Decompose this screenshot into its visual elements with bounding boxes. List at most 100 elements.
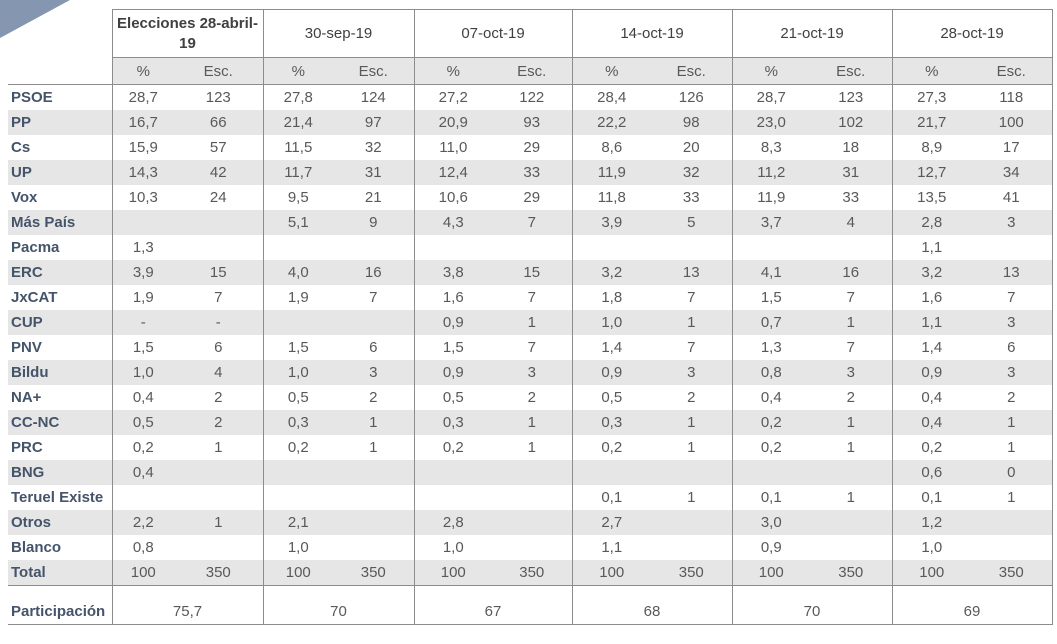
cell-pct: 1,5 bbox=[413, 335, 493, 360]
cell-pct: 5,1 bbox=[262, 210, 333, 235]
cell-seats: 20 bbox=[651, 135, 733, 160]
cell-seats: 97 bbox=[333, 110, 415, 135]
cell-pct: 0,2 bbox=[111, 435, 174, 460]
cell-seats: 57 bbox=[174, 135, 264, 160]
cell-seats: 2 bbox=[810, 385, 893, 410]
cell-pct: 27,8 bbox=[262, 84, 333, 110]
spacer-cell bbox=[891, 585, 1053, 598]
spacer-cell bbox=[413, 585, 573, 598]
spacer-row bbox=[8, 585, 1053, 598]
cell-seats: 1 bbox=[651, 435, 733, 460]
cell-seats bbox=[971, 235, 1053, 260]
cell-pct: 1,1 bbox=[891, 310, 972, 335]
cell-seats: 66 bbox=[174, 110, 264, 135]
party-row: Teruel Existe 0,1 1 0,1 1 0,1 1 bbox=[8, 485, 1053, 510]
cell-pct: 1,9 bbox=[111, 285, 174, 310]
cell-seats bbox=[810, 510, 893, 535]
cell-seats: 3 bbox=[492, 360, 573, 385]
cell-seats: 7 bbox=[333, 285, 415, 310]
cell-seats bbox=[174, 485, 264, 510]
participation-value: 70 bbox=[262, 598, 415, 625]
party-row: Blanco 0,8 1,0 1,0 1,1 0,9 1,0 bbox=[8, 535, 1053, 560]
header-pct: % bbox=[891, 57, 972, 85]
party-name: PP bbox=[8, 110, 112, 135]
cell-seats bbox=[810, 535, 893, 560]
cell-seats: 6 bbox=[174, 335, 264, 360]
cell-pct bbox=[413, 460, 493, 485]
cell-pct: 0,4 bbox=[891, 410, 972, 435]
cell-pct: 11,8 bbox=[571, 185, 652, 210]
cell-pct: 0,2 bbox=[262, 435, 333, 460]
party-row: PP 16,7 66 21,4 97 20,9 93 22,2 98 23,0 102 21,7 100 bbox=[8, 110, 1053, 135]
cell-seats: 3 bbox=[651, 360, 733, 385]
cell-pct: 0,4 bbox=[891, 385, 972, 410]
cell-pct: 0,3 bbox=[571, 410, 652, 435]
cell-pct bbox=[111, 485, 174, 510]
header-pct: % bbox=[262, 57, 333, 85]
cell-seats bbox=[492, 510, 573, 535]
party-name: PRC bbox=[11, 439, 43, 456]
cell-pct: 1,8 bbox=[571, 285, 652, 310]
cell-seats bbox=[492, 235, 573, 260]
cell-pct: 0,1 bbox=[571, 485, 652, 510]
cell-pct: 0,8 bbox=[111, 535, 174, 560]
cell-seats: 7 bbox=[492, 335, 573, 360]
cell-seats: 98 bbox=[651, 110, 733, 135]
cell-pct: 1,4 bbox=[891, 335, 972, 360]
header-election-result: Elecciones 28-abril-19 bbox=[111, 9, 264, 58]
spacer-cell bbox=[571, 585, 733, 598]
spacer-cell bbox=[111, 585, 264, 598]
cell-seats: 1 bbox=[333, 410, 415, 435]
cell-pct: 0,4 bbox=[111, 460, 174, 485]
cell-pct: 3,2 bbox=[571, 260, 652, 285]
cell-pct: 0,2 bbox=[413, 435, 493, 460]
cell-pct: 2,8 bbox=[413, 510, 493, 535]
cell-seats: 350 bbox=[651, 560, 733, 586]
cell-pct: 1,1 bbox=[891, 235, 972, 260]
cell-pct bbox=[413, 485, 493, 510]
cell-pct: 3,2 bbox=[891, 260, 972, 285]
header-seats: Esc. bbox=[333, 57, 415, 85]
cell-seats: 29 bbox=[492, 135, 573, 160]
cell-seats: 1 bbox=[810, 410, 893, 435]
cell-seats bbox=[174, 235, 264, 260]
header-poll-date: 14-oct-19 bbox=[571, 9, 733, 58]
cell-pct: 2,1 bbox=[262, 510, 333, 535]
cell-seats: 6 bbox=[333, 335, 415, 360]
cell-seats bbox=[651, 460, 733, 485]
cell-seats: 126 bbox=[651, 84, 733, 110]
cell-pct: 16,7 bbox=[111, 110, 174, 135]
cell-pct: 28,7 bbox=[111, 84, 174, 110]
cell-pct: 1,2 bbox=[891, 510, 972, 535]
corner-decoration bbox=[0, 0, 70, 38]
cell-pct: 0,3 bbox=[262, 410, 333, 435]
cell-pct: 9,5 bbox=[262, 185, 333, 210]
cell-seats: 2 bbox=[174, 385, 264, 410]
cell-pct: 28,7 bbox=[731, 84, 811, 110]
cell-pct: 0,5 bbox=[262, 385, 333, 410]
participation-value: 75,7 bbox=[111, 598, 264, 625]
participation-row: Participación 75,7 70 67 68 70 69 bbox=[8, 598, 1053, 625]
cell-pct: 1,6 bbox=[413, 285, 493, 310]
party-name: BNG bbox=[8, 460, 112, 485]
cell-pct: - bbox=[111, 310, 174, 335]
cell-pct bbox=[262, 460, 333, 485]
cell-seats: 2 bbox=[333, 385, 415, 410]
cell-seats: 350 bbox=[174, 560, 264, 586]
cell-pct: 0,3 bbox=[413, 410, 493, 435]
cell-seats: 15 bbox=[174, 260, 264, 285]
party-name: UP bbox=[8, 160, 112, 185]
cell-seats bbox=[492, 485, 573, 510]
party-row: Más País 5,1 9 4,3 7 3,9 5 3,7 4 2,8 3 bbox=[8, 210, 1053, 235]
cell-pct: 13,5 bbox=[891, 185, 972, 210]
cell-pct: 11,7 bbox=[262, 160, 333, 185]
header-seats: Esc. bbox=[971, 57, 1053, 85]
cell-pct: 27,2 bbox=[413, 84, 493, 110]
party-row: NA+ 0,4 2 0,5 2 0,5 2 0,5 2 0,4 2 0,4 2 bbox=[8, 385, 1053, 410]
cell-pct: 11,2 bbox=[731, 160, 811, 185]
cell-seats: 122 bbox=[492, 84, 573, 110]
cell-pct: 0,2 bbox=[571, 435, 652, 460]
spacer-cell bbox=[262, 585, 415, 598]
cell-seats: 1 bbox=[492, 310, 573, 335]
header-pct: % bbox=[413, 57, 493, 85]
